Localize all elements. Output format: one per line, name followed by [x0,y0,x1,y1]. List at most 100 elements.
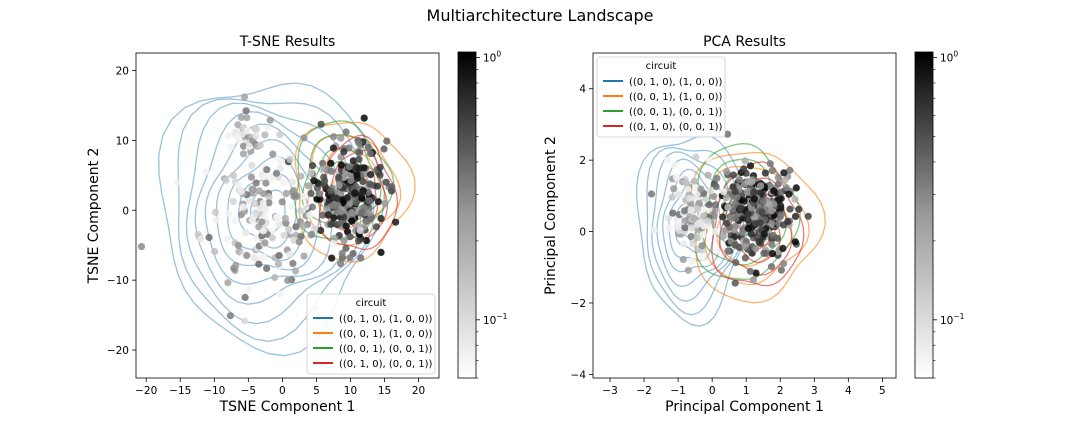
legend-entry-label: ((0, 1, 0), (1, 0, 0)) [629,77,722,88]
scatter-point [710,192,718,200]
scatter-point [731,187,739,195]
legend-entry-label: ((0, 0, 1), (0, 0, 1)) [629,107,722,118]
scatter-point [376,163,384,172]
scatter-point [723,168,731,176]
x-tick-label: −5 [241,385,256,397]
scatter-point [268,234,276,242]
scatter-point [306,211,314,219]
scatter-point [330,133,338,141]
scatter-point [689,240,697,248]
scatter-point [276,290,284,298]
contour-line [651,151,737,302]
scatter-point [383,137,391,145]
y-tick-label: 20 [116,65,129,77]
scatter-point [242,229,250,237]
scatter-point [768,250,777,258]
scatter-point [292,223,300,231]
x-axis-label: Principal Component 1 [665,399,824,415]
scatter-point [286,155,294,163]
scatter-point [719,188,728,196]
scatter-point [693,234,702,242]
scatter-point [356,148,364,157]
scatter-point [205,233,213,242]
scatter-point [308,162,317,170]
scatter-point [342,244,350,252]
scatter-point [684,185,692,193]
scatter-point [750,195,759,203]
colorbar-tick-label: 10−1 [483,312,508,327]
plot-frame [592,52,897,379]
scatter-point [665,224,673,232]
scatter-point [749,188,758,197]
scatter-point [366,180,374,188]
scatter-point [279,179,287,187]
scatter-point [317,226,325,234]
scatter-point [252,179,260,187]
scatter-point [695,199,703,207]
scatter-point [292,267,300,275]
scatter-point [761,169,770,177]
scatter-point [713,246,721,255]
scatter-point [337,161,345,169]
y-tick-label: −20 [107,345,129,357]
scatter-point [673,223,681,231]
panel-title: PCA Results [703,34,786,50]
scatter-point [223,235,231,243]
scatter-point [280,231,288,239]
scatter-point [376,171,384,179]
scatter-point [307,169,315,177]
y-tick-label: 10 [116,135,129,147]
scatter-point [240,93,249,101]
contour-line [662,168,722,273]
scatter-point [266,116,274,124]
scatter-point [711,201,720,209]
scatter-point [343,194,351,202]
scatter-point [248,161,256,169]
contour-line [294,121,416,263]
scatter-point [664,156,672,165]
scatter-point [355,164,363,172]
scatter-point [234,121,242,129]
scatter-point [769,231,778,240]
scatter-point [365,209,373,217]
scatter-point [741,242,749,250]
scatter-point [697,185,705,193]
scatter-point [327,159,335,167]
scatter-point [688,257,696,265]
scatter-point [687,232,695,241]
scatter-point [235,247,243,255]
plot-frame [135,52,440,379]
scatter-point [668,193,676,201]
scatter-point [261,205,270,213]
scatter-point [269,150,277,158]
scatter-point [760,230,768,238]
scatter-point [226,312,234,320]
y-tick-label: 4 [579,84,586,96]
scatter-point [319,211,327,219]
scatter-point [366,150,374,158]
scatter-point [227,143,235,151]
scatter-point [271,273,279,282]
scatter-point [684,266,692,274]
scatter-point [237,187,245,195]
scatter-point [767,207,776,215]
scatter-point [252,132,260,140]
y-axis-label: TSNE Component 2 [86,148,102,285]
scatter-point [768,240,776,249]
scatter-point [752,245,760,253]
panel-title: T-SNE Results [239,34,336,50]
scatter-point [719,213,727,221]
scatter-point [353,174,361,182]
x-tick-label: 4 [845,385,852,397]
scatter-point [277,158,285,166]
scatter-point [791,212,800,220]
colorbar: 100 10−1 [914,50,965,379]
scatter-point [348,209,356,217]
contour-line [185,102,362,325]
x-tick-label: 5 [879,385,886,397]
scatter-point [670,185,678,193]
scatter-point [290,186,298,195]
scatter-point [224,132,232,140]
scatter-point [345,163,353,171]
scatter-point [202,168,210,176]
